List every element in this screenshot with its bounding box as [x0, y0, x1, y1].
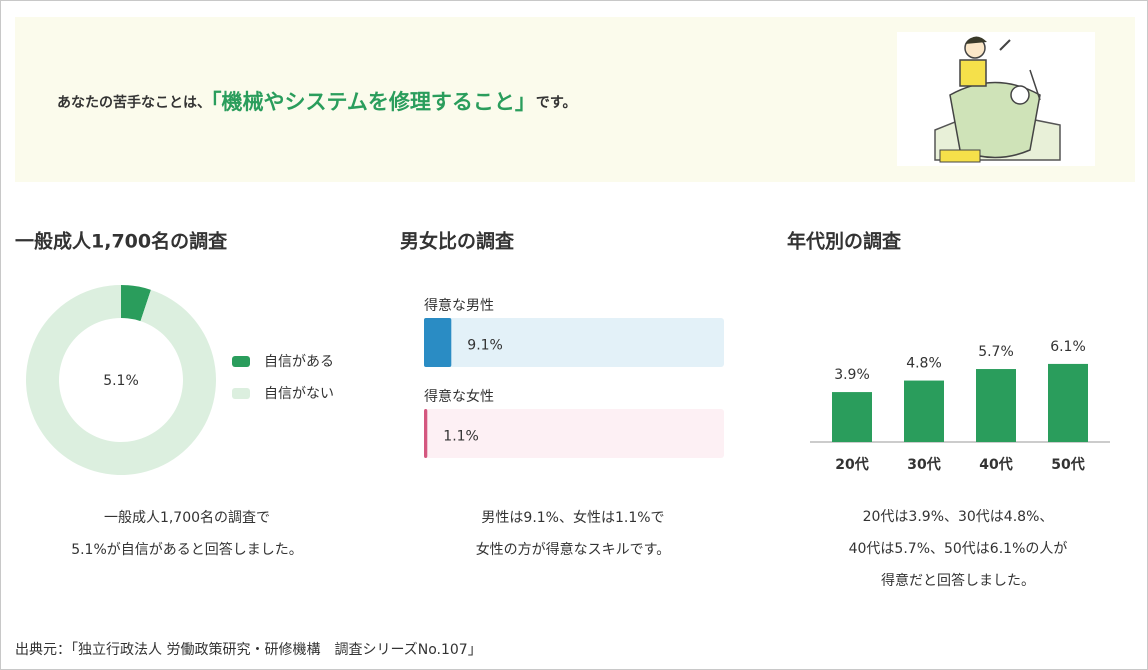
x-tick-label: 30代: [907, 456, 940, 473]
header-suffix: です。: [536, 95, 577, 111]
bar-track: [424, 409, 724, 458]
bar-category: 得意な男性: [424, 297, 494, 314]
donut-segment: [26, 285, 217, 475]
header-highlight: 「機械やシステムを修理すること」: [211, 90, 536, 114]
value-label: 1.1%: [443, 429, 479, 445]
illustration: [897, 32, 1095, 166]
bar: [424, 318, 452, 367]
x-tick-label: 50代: [1051, 456, 1084, 473]
bar: [976, 369, 1016, 442]
bar: [1048, 363, 1088, 442]
legend-swatch: [232, 388, 250, 399]
legend-swatch: [232, 356, 250, 367]
donut-segment: [121, 285, 151, 322]
caption: 5.1%が自信があると回答しました。: [71, 541, 303, 558]
caption: 一般成人1,700名の調査で: [104, 510, 270, 526]
chart-title: 年代別の調査: [787, 230, 902, 253]
header-text: あなたの苦手なことは、「機械やシステムを修理すること」です。: [57, 90, 576, 114]
chart-title: 男女比の調査: [400, 230, 515, 253]
legend-label: 自信がない: [264, 386, 334, 402]
value-label: 6.1%: [1050, 339, 1086, 355]
value-label: 5.7%: [978, 344, 1014, 360]
bar: [904, 380, 944, 442]
chart-title: 一般成人1,700名の調査: [15, 230, 228, 253]
caption: 女性の方が得意なスキルです。: [476, 541, 671, 558]
caption: 40代は5.7%、50代は6.1%の人が: [849, 541, 1068, 557]
legend-label: 自信がある: [264, 354, 334, 370]
bar: [424, 409, 428, 458]
caption: 得意だと回答しました。: [881, 572, 1035, 589]
value-label: 9.1%: [467, 338, 503, 354]
x-tick-label: 40代: [979, 456, 1012, 473]
caption: 男性は9.1%、女性は1.1%で: [481, 509, 664, 526]
caption: 20代は3.9%、30代は4.8%、: [863, 509, 1054, 525]
header-prefix: あなたの苦手なことは、: [57, 94, 211, 111]
x-tick-label: 20代: [835, 456, 868, 473]
bar: [832, 392, 872, 442]
value-label: 4.8%: [906, 356, 942, 372]
bar-track: [424, 318, 724, 367]
bar-category: 得意な女性: [424, 388, 494, 405]
footer: 出典元：「独立行政法人 労働政策研究・研修機構 調査シリーズNo.107」: [15, 641, 482, 658]
value-label: 3.9%: [834, 367, 870, 383]
center-label: 5.1%: [103, 373, 139, 389]
